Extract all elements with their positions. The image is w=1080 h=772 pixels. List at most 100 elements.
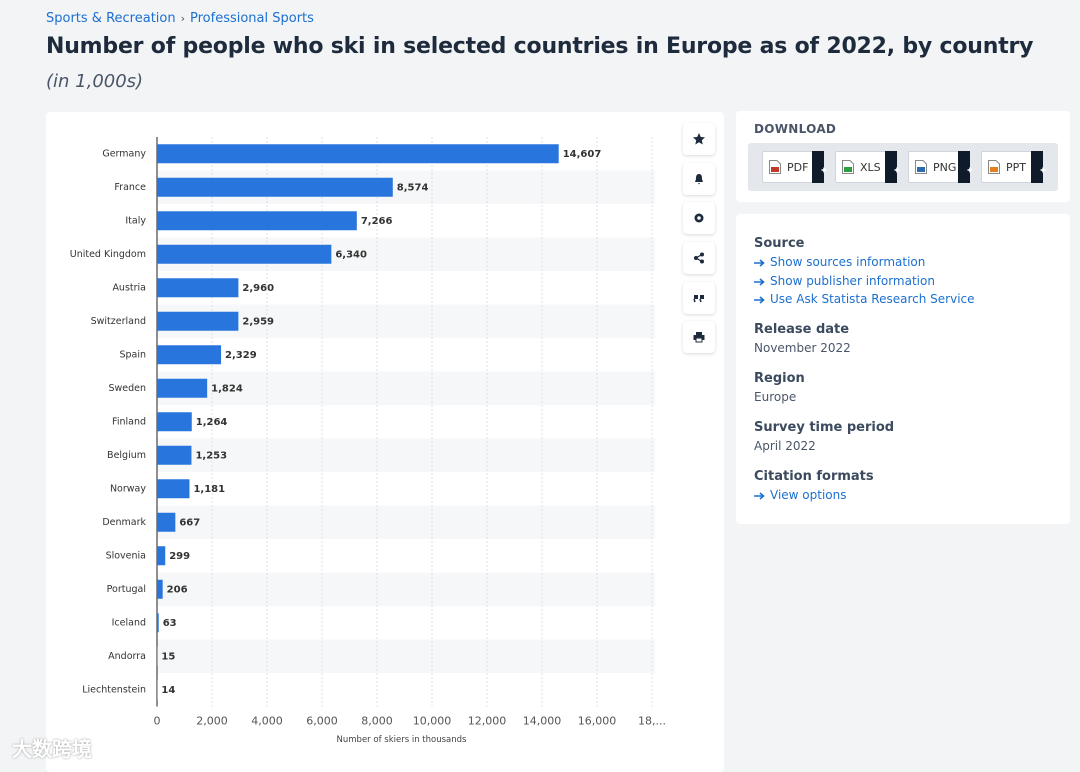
detail-link[interactable]: Show sources information — [754, 255, 925, 269]
value-label: 206 — [167, 584, 188, 595]
plus-icon — [891, 159, 903, 191]
y-tick-label: United Kingdom — [70, 249, 146, 260]
download-button[interactable]: XLS — [835, 151, 897, 183]
x-tick-label: 0 — [154, 715, 161, 728]
notify-button[interactable] — [683, 163, 715, 195]
x-tick-label: 2,000 — [196, 715, 228, 728]
plus-tab — [885, 151, 897, 183]
y-tick-label: Italy — [125, 215, 146, 226]
row-stripe — [157, 640, 655, 674]
bar — [157, 379, 207, 398]
file-icon — [769, 160, 781, 174]
y-tick-label: Austria — [112, 282, 146, 293]
arrow-icon — [754, 296, 765, 304]
plus-icon — [1037, 159, 1049, 191]
detail-heading: Citation formats — [754, 469, 874, 484]
x-tick-label: 8,000 — [361, 715, 393, 728]
watermark: 大数跨境 — [12, 733, 92, 762]
chart-subtitle: (in 1,000s) — [46, 71, 143, 92]
breadcrumbs: Sports & Recreation › Professional Sports — [46, 11, 314, 26]
chart-title: Number of people who ski in selected cou… — [46, 34, 1033, 59]
value-label: 2,959 — [242, 316, 274, 327]
plus-icon — [818, 159, 830, 191]
plus-tab — [812, 151, 824, 183]
value-label: 1,253 — [195, 450, 227, 461]
bar — [157, 412, 192, 431]
value-label: 14,607 — [563, 149, 602, 160]
value-label: 2,960 — [242, 283, 274, 294]
bar — [157, 446, 191, 465]
x-tick-label: 12,000 — [468, 715, 507, 728]
plus-tab — [1031, 151, 1043, 183]
value-label: 667 — [179, 517, 200, 528]
share-button[interactable] — [683, 242, 715, 274]
download-label: PDF — [787, 161, 808, 174]
link-text: Show sources information — [770, 255, 925, 269]
y-tick-label: Switzerland — [91, 316, 146, 327]
value-label: 7,266 — [361, 216, 393, 227]
detail-link[interactable]: Use Ask Statista Research Service — [754, 292, 975, 306]
breadcrumb-link[interactable]: Professional Sports — [190, 11, 314, 26]
x-tick-label: 18,... — [638, 715, 666, 728]
bar — [157, 345, 221, 364]
value-label: 1,824 — [211, 383, 243, 394]
bar — [157, 278, 238, 297]
download-card: DOWNLOAD PDF XLS PNG PPT — [736, 111, 1070, 202]
y-tick-label: Spain — [119, 349, 146, 360]
bar — [157, 144, 559, 163]
x-tick-label: 4,000 — [251, 715, 283, 728]
settings-button[interactable] — [683, 202, 715, 234]
y-tick-label: Denmark — [102, 517, 146, 528]
download-title: DOWNLOAD — [754, 122, 836, 136]
download-label: PPT — [1006, 161, 1026, 174]
arrow-icon — [754, 259, 765, 267]
download-button[interactable]: PNG — [908, 151, 970, 183]
arrow-icon — [754, 492, 765, 500]
link-text: Show publisher information — [770, 274, 935, 288]
plus-tab — [958, 151, 970, 183]
download-label: PNG — [933, 161, 956, 174]
download-button[interactable]: PDF — [762, 151, 824, 183]
value-label: 63 — [163, 618, 177, 629]
bar — [157, 513, 175, 532]
file-icon — [988, 160, 1000, 174]
y-tick-label: Iceland — [112, 617, 146, 628]
y-tick-label: Belgium — [107, 450, 146, 461]
detail-text: November 2022 — [754, 341, 851, 355]
detail-heading: Source — [754, 236, 804, 251]
file-icon — [915, 160, 927, 174]
print-button[interactable] — [683, 321, 715, 353]
breadcrumb-link[interactable]: Sports & Recreation — [46, 11, 176, 26]
cite-button[interactable] — [683, 282, 715, 314]
row-stripe — [157, 439, 655, 473]
x-tick-label: 14,000 — [523, 715, 562, 728]
download-button[interactable]: PPT — [981, 151, 1043, 183]
bar — [157, 546, 165, 565]
detail-link[interactable]: View options — [754, 488, 847, 502]
bar — [157, 613, 159, 632]
detail-text: Europe — [754, 390, 796, 404]
y-tick-label: Portugal — [107, 584, 146, 595]
download-label: XLS — [860, 161, 881, 174]
detail-link[interactable]: Show publisher information — [754, 274, 935, 288]
value-label: 1,181 — [193, 484, 225, 495]
detail-heading: Region — [754, 371, 805, 386]
favorite-button[interactable] — [683, 123, 715, 155]
detail-text: April 2022 — [754, 439, 816, 453]
x-tick-label: 10,000 — [413, 715, 452, 728]
y-tick-label: Slovenia — [106, 550, 146, 561]
bar — [157, 312, 238, 331]
separator: › — [181, 12, 185, 25]
link-text: Use Ask Statista Research Service — [770, 292, 975, 306]
row-stripe — [157, 573, 655, 607]
plus-icon — [964, 159, 976, 191]
value-label: 8,574 — [397, 182, 429, 193]
y-tick-label: Germany — [102, 148, 146, 159]
value-label: 1,264 — [196, 417, 228, 428]
value-label: 15 — [161, 651, 175, 662]
bar — [157, 245, 331, 264]
link-text: View options — [770, 488, 847, 502]
y-tick-label: France — [114, 182, 146, 193]
